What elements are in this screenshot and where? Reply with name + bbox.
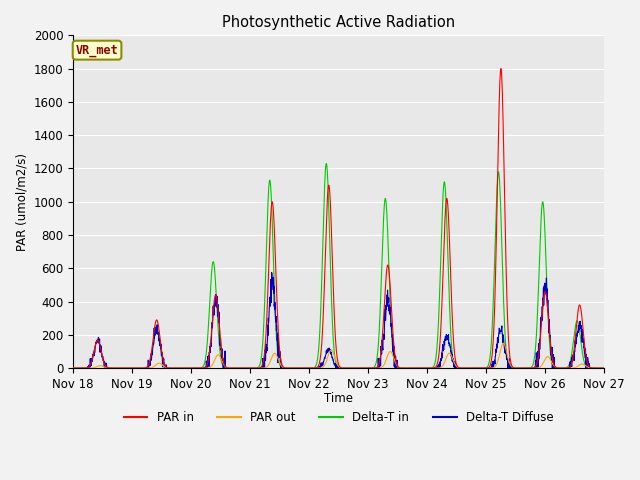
Legend: PAR in, PAR out, Delta-T in, Delta-T Diffuse: PAR in, PAR out, Delta-T in, Delta-T Dif… [119, 407, 558, 429]
Text: VR_met: VR_met [76, 44, 118, 57]
Y-axis label: PAR (umol/m2/s): PAR (umol/m2/s) [15, 153, 28, 251]
X-axis label: Time: Time [324, 392, 353, 405]
Title: Photosynthetic Active Radiation: Photosynthetic Active Radiation [222, 15, 455, 30]
